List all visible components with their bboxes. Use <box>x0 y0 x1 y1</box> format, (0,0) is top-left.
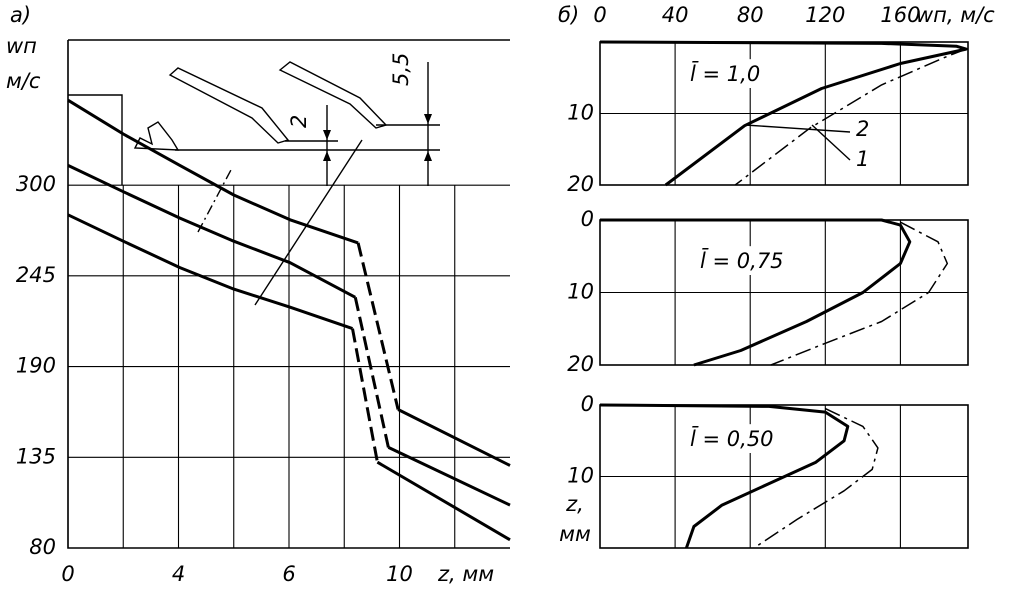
y-axis-label: wп <box>6 34 37 58</box>
arrow <box>424 151 432 161</box>
y-axis-unit: мм <box>559 522 591 546</box>
y-tick-label: 10 <box>567 101 594 125</box>
x-tick-label: 120 <box>805 3 845 27</box>
y-tick-label: 80 <box>29 535 56 559</box>
y-tick-label: 0 <box>581 392 594 416</box>
series-line <box>67 213 353 331</box>
y-tick-label: 20 <box>567 352 594 376</box>
y-tick-label: 0 <box>581 207 594 231</box>
leader <box>811 124 851 161</box>
annotation: 5,5 <box>389 53 413 86</box>
y-tick-label: 300 <box>16 172 56 196</box>
series-line <box>376 460 511 542</box>
annotation: l̄ = 0,75 <box>700 248 784 273</box>
x-tick-label: 80 <box>737 3 764 27</box>
blade-sketch <box>68 61 851 306</box>
y-axis-unit: м/с <box>6 69 41 93</box>
blade <box>168 67 290 144</box>
x-tick-label: 6 <box>282 562 295 586</box>
x-tick-label: 10 <box>386 562 413 586</box>
annotation: l̄ = 1,0 <box>690 61 760 86</box>
chart-title: б) <box>558 3 579 27</box>
y-tick-label: 190 <box>16 354 56 378</box>
series-line <box>600 218 912 367</box>
series-line <box>599 40 968 187</box>
series-line <box>397 408 511 467</box>
x-tick-label: 0 <box>61 562 74 586</box>
series-line <box>387 446 511 507</box>
annotation: 2 <box>287 115 311 128</box>
series-line <box>356 242 400 410</box>
annotation-bg <box>686 59 765 88</box>
y-tick-label: 245 <box>16 263 56 287</box>
x-axis-label: z, мм <box>437 562 494 586</box>
bracket <box>68 94 123 185</box>
x-tick-label: 40 <box>662 3 689 27</box>
y-tick-label: 10 <box>567 464 594 488</box>
x-tick-label: 160 <box>880 3 920 27</box>
series-line <box>67 164 357 299</box>
series-line <box>770 221 949 366</box>
leader <box>197 167 233 233</box>
y-tick-label: 135 <box>16 444 56 468</box>
series-line <box>67 98 359 245</box>
x-tick-label: 0 <box>593 3 606 27</box>
blade <box>133 121 180 151</box>
y-tick-label: 10 <box>567 280 594 304</box>
annotation: 2 <box>856 117 869 141</box>
arrow <box>323 151 331 161</box>
leader <box>744 124 851 133</box>
arrow <box>424 114 432 124</box>
chart-title: а) <box>10 3 31 27</box>
leader <box>254 139 363 306</box>
x-axis-label: wп, м/с <box>916 3 995 27</box>
y-axis-label: z, <box>565 492 584 516</box>
series-line <box>351 328 379 463</box>
series-line <box>353 296 390 448</box>
series-line <box>734 48 967 186</box>
annotation: 1 <box>856 147 869 171</box>
y-tick-label: 20 <box>567 172 594 196</box>
series-line <box>599 403 850 549</box>
annotation-bg <box>696 246 788 275</box>
arrow <box>323 130 331 140</box>
x-tick-label: 4 <box>172 562 185 586</box>
annotation: l̄ = 0,50 <box>690 426 774 451</box>
series-line <box>753 407 879 549</box>
annotation-bg <box>686 424 778 453</box>
